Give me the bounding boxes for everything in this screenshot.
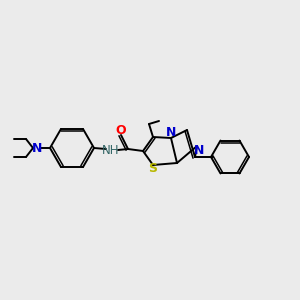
Text: O: O <box>116 124 126 136</box>
Text: N: N <box>32 142 42 154</box>
Text: S: S <box>148 163 158 176</box>
Text: N: N <box>166 125 176 139</box>
Text: NH: NH <box>102 143 120 157</box>
Text: N: N <box>194 145 204 158</box>
